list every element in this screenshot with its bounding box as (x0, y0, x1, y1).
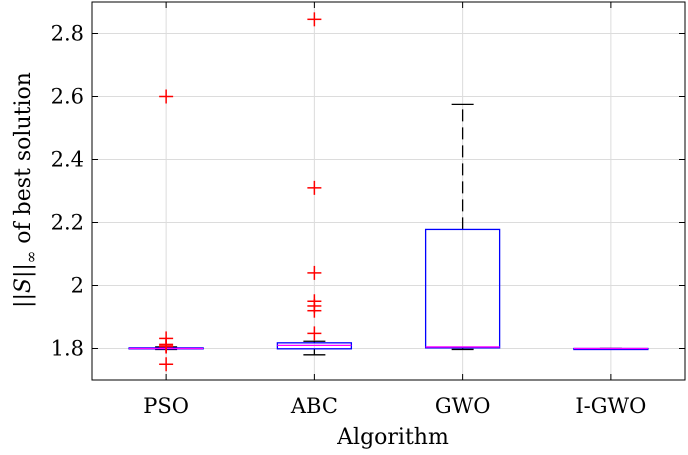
outlier-marker (307, 12, 322, 27)
y-tick-label: 2 (71, 274, 84, 298)
y-tick-label: 2.2 (51, 211, 84, 235)
x-axis-ticks: PSO ABC GWO I-GWO (143, 2, 646, 418)
outlier-marker (159, 339, 174, 354)
y-axis-ticks: 1.8 2 2.2 2.4 2.6 2.8 (51, 22, 685, 361)
box-gwo (424, 103, 501, 351)
y-tick-label: 1.8 (51, 337, 84, 361)
outlier-marker (159, 89, 174, 104)
x-tick-label: ABC (290, 394, 338, 418)
y-axis-label-symbol: S (11, 278, 36, 293)
y-axis-label-suffix: || (11, 263, 36, 278)
plot-frame (91, 1, 686, 381)
outlier-marker (307, 265, 322, 280)
x-tick-label: I-GWO (575, 394, 646, 418)
x-tick-label: GWO (435, 394, 491, 418)
box-pso (128, 89, 204, 372)
outlier-marker (307, 303, 322, 318)
y-tick-label: 2.4 (51, 148, 84, 172)
y-axis-label-rest: of best solution (11, 72, 36, 251)
grid-lines (92, 2, 685, 380)
x-tick-label: PSO (143, 394, 189, 418)
y-axis-label-prefix: || (11, 293, 36, 308)
y-tick-label: 2.6 (51, 85, 84, 109)
outlier-marker (307, 180, 322, 195)
y-axis-label: ||S||∞ of best solution (11, 72, 40, 308)
box-abc (276, 12, 353, 356)
box-i-gwo (573, 347, 649, 351)
box-iqr (424, 228, 501, 349)
outlier-marker (159, 357, 174, 372)
y-axis-label-subscript: ∞ (22, 251, 40, 264)
box-plots (128, 12, 649, 372)
outlier-marker (307, 326, 322, 341)
x-axis-label: Algorithm (336, 425, 449, 450)
y-tick-label: 2.8 (51, 22, 84, 46)
